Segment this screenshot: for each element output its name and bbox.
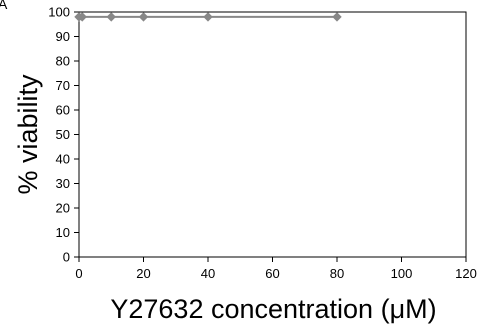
data-point	[106, 12, 116, 22]
data-point	[77, 12, 87, 22]
y-tick-label: 10	[56, 225, 70, 240]
series-line-group	[74, 12, 342, 22]
x-ticks: 0 20 40 60 80 100 120	[75, 257, 477, 281]
y-tick-label: 0	[63, 250, 70, 265]
y-axis-title: % viability	[13, 74, 43, 195]
x-tick-label: 120	[455, 266, 477, 281]
x-tick-label: 40	[201, 266, 215, 281]
y-tick-label: 40	[56, 152, 70, 167]
x-tick-label: 60	[265, 266, 279, 281]
data-point	[203, 12, 213, 22]
panel-label: A	[0, 0, 8, 12]
y-ticks: 0 10 20 30 40 50 60 70 80 90 100	[48, 5, 79, 265]
y-tick-label: 60	[56, 103, 70, 118]
x-tick-label: 0	[75, 266, 82, 281]
plot-area	[78, 11, 467, 258]
x-tick-label: 20	[136, 266, 150, 281]
y-tick-label: 30	[56, 176, 70, 191]
data-point	[138, 12, 149, 22]
y-tick-label: 80	[56, 54, 70, 69]
x-tick-label: 100	[391, 266, 413, 281]
x-tick-label: 80	[330, 266, 344, 281]
y-tick-label: 90	[56, 29, 70, 44]
y-tick-label: 20	[56, 201, 70, 216]
y-tick-label: 70	[56, 78, 70, 93]
data-point	[332, 12, 342, 22]
x-axis-title: Y27632 concentration (μM)	[110, 294, 436, 324]
y-tick-label: 50	[56, 127, 70, 142]
y-tick-label: 100	[48, 5, 70, 20]
